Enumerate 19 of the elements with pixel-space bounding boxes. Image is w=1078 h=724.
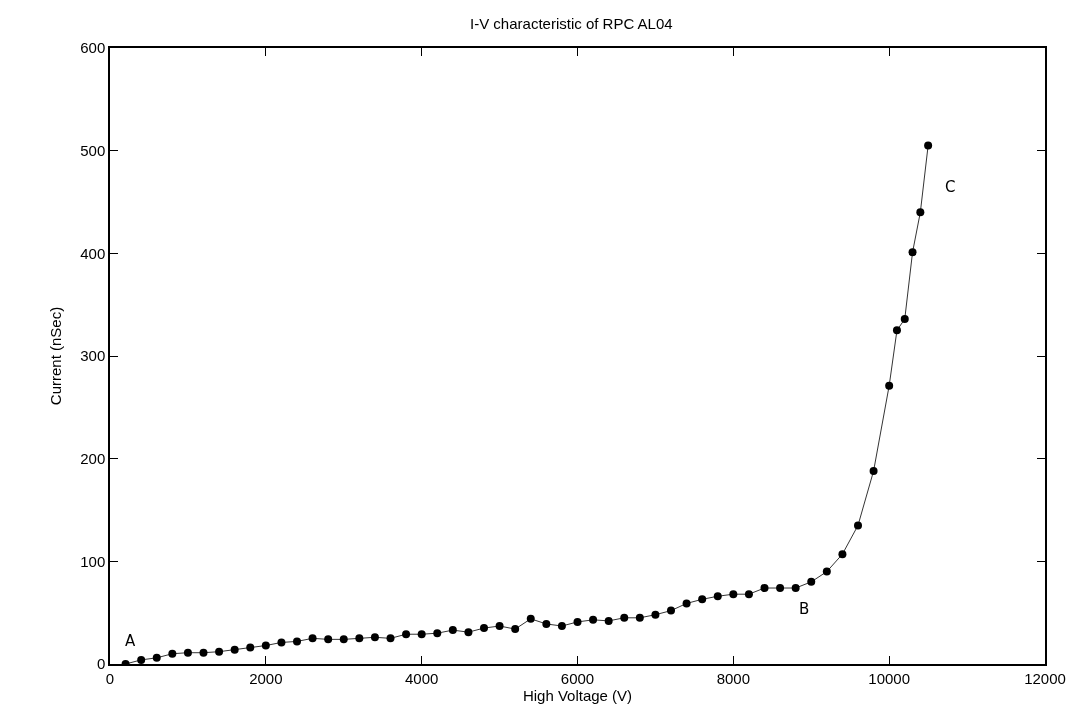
y-tick-label: 600 <box>80 39 106 57</box>
y-tick-label: 100 <box>80 552 106 570</box>
x-tick-label: 12000 <box>1024 669 1066 687</box>
y-tick-label: 200 <box>80 449 106 467</box>
x-tick-label: 10000 <box>868 669 911 687</box>
x-axis-title: High Voltage (V) <box>522 686 633 704</box>
x-tick-label: 8000 <box>716 669 751 687</box>
annotation: C <box>945 178 956 196</box>
x-tick-label: 6000 <box>560 669 595 687</box>
y-tick-label: 400 <box>80 244 106 262</box>
chart-title: I-V characteristic of RPC AL04 <box>470 14 673 32</box>
y-tick-label: 500 <box>80 141 106 159</box>
x-tick-label: 2000 <box>249 669 283 687</box>
y-axis-title: Current (nSec) <box>46 306 64 406</box>
y-tick-label: 0 <box>96 655 106 673</box>
annotation: B <box>799 600 810 618</box>
x-tick-label: 4000 <box>404 669 439 687</box>
y-tick-label: 300 <box>80 347 106 365</box>
annotation: A <box>125 632 136 650</box>
